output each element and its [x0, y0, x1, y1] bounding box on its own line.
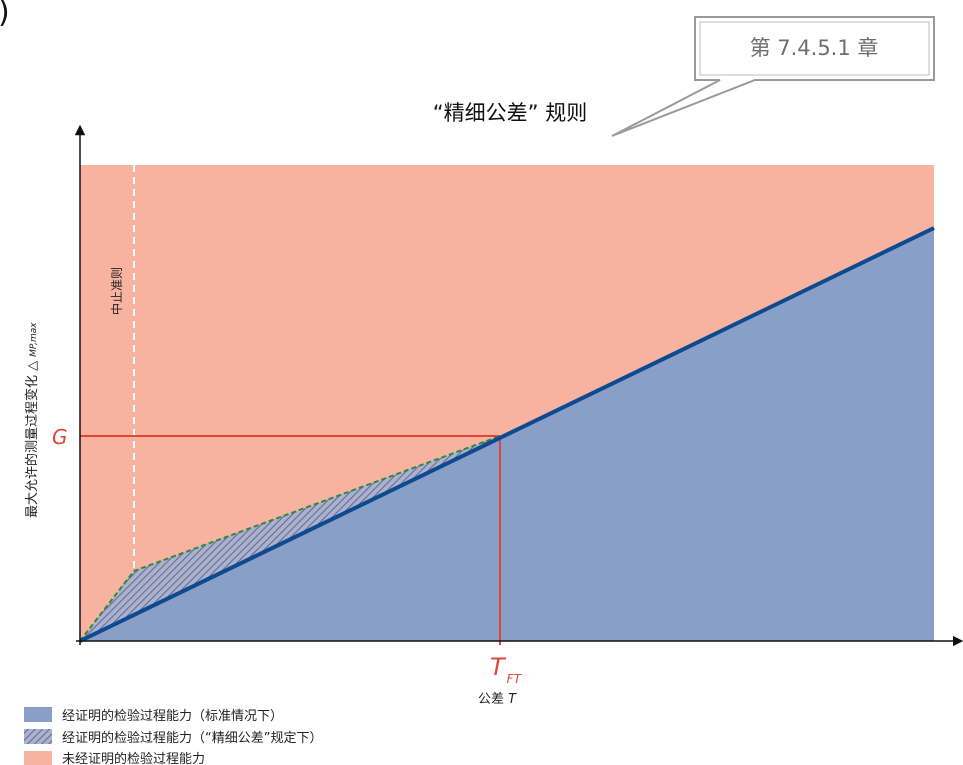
tft-label: T FT: [490, 653, 523, 686]
legend-swatch-unproven: [24, 751, 52, 765]
legend-swatch-proven-standard: [24, 707, 52, 722]
legend-label-unproven: 未经证明的检验过程能力: [62, 751, 205, 765]
callout-text: 第 7.4.5.1 章: [750, 36, 879, 60]
y-axis-label: 最大允许的测量过程变化 △MP,max: [24, 322, 40, 518]
x-axis-label: 公差 T: [478, 692, 517, 707]
rule-title: “精细公差” 规则: [433, 101, 587, 125]
corner-parenthesis: ): [0, 0, 10, 30]
standard-capability-boundary: [79, 226, 935, 643]
legend-swatch-proven-fine: [24, 729, 52, 744]
abort-criterion-label: 中止准则: [109, 267, 124, 315]
fine-tolerance-boundary: [79, 435, 501, 642]
chapter-callout: 第 7.4.5.1 章: [611, 16, 935, 137]
g-label: G: [52, 425, 68, 449]
legend-label-proven-fine: 经证明的检验过程能力（“精细公差”规定下）: [62, 730, 322, 746]
legend: 经证明的检验过程能力（标准情况下） 经证明的检验过程能力（“精细公差”规定下） …: [24, 707, 322, 765]
legend-label-proven-standard: 经证明的检验过程能力（标准情况下）: [62, 708, 283, 724]
